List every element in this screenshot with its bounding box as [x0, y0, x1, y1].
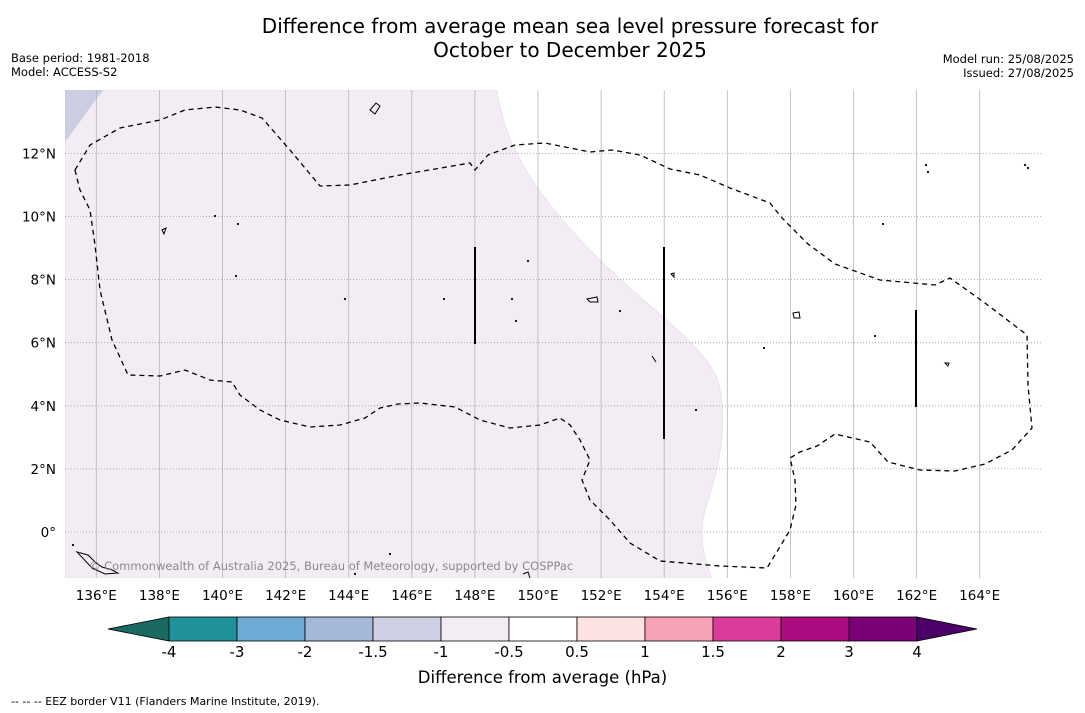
longitude-label: 140°E	[202, 588, 243, 604]
colorbar-tick-label: 3	[844, 643, 854, 661]
longitude-label: 154°E	[644, 588, 685, 604]
colorbar-segment	[712, 616, 782, 642]
longitude-label: 146°E	[391, 588, 432, 604]
colorbar-extend-low	[107, 616, 170, 642]
latitude-label: 2°N	[31, 462, 56, 478]
colorbar-segment	[644, 616, 714, 642]
colorbar-segment	[168, 616, 238, 642]
latitude-label: 4°N	[31, 399, 56, 415]
colorbar-tick-label: 4	[912, 643, 922, 661]
colorbar-segment	[780, 616, 850, 642]
base-period-text: Base period: 1981-2018	[11, 51, 150, 65]
colorbar-tick-label: -2	[297, 643, 313, 661]
meta-right: Model run: 25/08/2025 Issued: 27/08/2025	[943, 52, 1074, 80]
colorbar-segment	[508, 616, 578, 642]
latitude-label: 0°	[41, 525, 56, 541]
longitude-label: 152°E	[581, 588, 622, 604]
longitude-label: 144°E	[328, 588, 369, 604]
longitude-label: 158°E	[770, 588, 811, 604]
chart-title: Difference from average mean sea level p…	[0, 14, 1085, 62]
latitude-label: 8°N	[31, 273, 56, 289]
model-run-text: Model run: 25/08/2025	[942, 52, 1074, 66]
longitude-label: 162°E	[896, 588, 937, 604]
title-line-1: Difference from average mean sea level p…	[261, 14, 879, 38]
islands	[71, 102, 1030, 578]
pressure-anomaly-region	[65, 90, 724, 578]
pressure-anomaly-corner	[65, 90, 103, 142]
longitude-labels: 136°E 138°E 140°E 142°E 144°E 146°E 148°E 150°E…	[76, 588, 1000, 604]
colorbar-tick-label: -1	[433, 643, 449, 661]
colorbar-segment	[236, 616, 306, 642]
issued-text: Issued: 27/08/2025	[963, 66, 1074, 80]
colorbar-segment	[304, 616, 374, 642]
colorbar-segment	[576, 616, 646, 642]
title-line-2: October to December 2025	[433, 38, 707, 62]
colorbar-tick-label: -3	[229, 643, 245, 661]
longitude-label: 150°E	[517, 588, 558, 604]
colorbar-tick-label: 1	[640, 643, 650, 661]
copyright-text: © Commonwealth of Australia 2025, Bureau…	[89, 559, 573, 573]
colorbar-segment	[440, 616, 510, 642]
longitude-label: 160°E	[833, 588, 874, 604]
longitude-label: 156°E	[707, 588, 748, 604]
colorbar-tick-label: -4	[161, 643, 177, 661]
latitude-label: 6°N	[31, 336, 56, 352]
colorbar-tick-label: 1.5	[701, 643, 725, 661]
colorbar-tick-label: -0.5	[494, 643, 524, 661]
longitude-label: 138°E	[139, 588, 180, 604]
colorbar-extend-high	[916, 616, 978, 642]
colorbar-tick-label: -1.5	[358, 643, 388, 661]
colorbar-segment	[848, 616, 918, 642]
latitude-labels: 12°N 10°N 8°N 6°N 4°N 2°N 0°	[22, 146, 56, 541]
meta-left: Base period: 1981-2018 Model: ACCESS-S2	[11, 51, 150, 79]
longitude-label: 142°E	[265, 588, 306, 604]
longitude-label: 148°E	[454, 588, 495, 604]
latitude-label: 12°N	[22, 146, 56, 162]
colorbar-tick-label: 0.5	[565, 643, 589, 661]
longitude-label: 136°E	[76, 588, 117, 604]
colorbar-segment	[372, 616, 442, 642]
model-text: Model: ACCESS-S2	[11, 65, 118, 79]
latitude-label: 10°N	[22, 210, 56, 226]
eez-border-note: -- -- -- EEZ border V11 (Flanders Marine…	[11, 695, 320, 708]
colorbar-label: Difference from average (hPa)	[417, 668, 668, 687]
longitude-label: 164°E	[959, 588, 1000, 604]
eez-border-west	[74, 106, 1033, 569]
colorbar-tick-label: 2	[776, 643, 786, 661]
